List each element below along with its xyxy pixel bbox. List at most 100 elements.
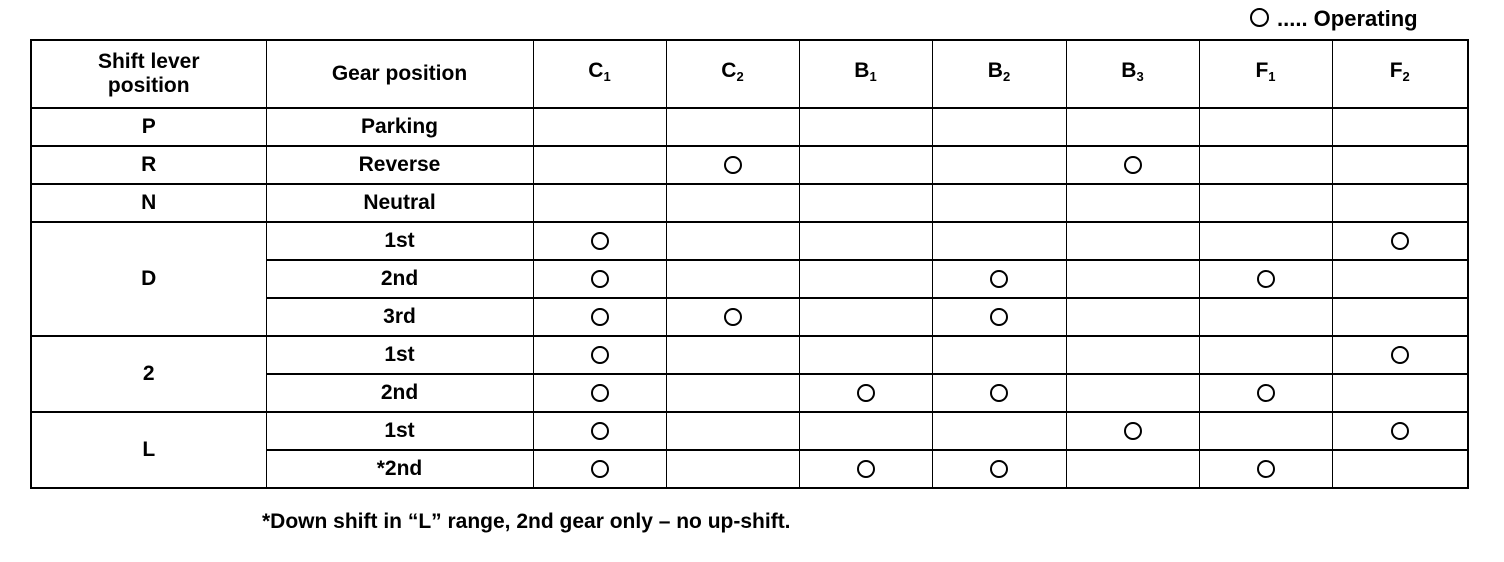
shift-lever-cell: N xyxy=(30,183,267,223)
operating-circle-icon xyxy=(990,270,1008,289)
element-cell xyxy=(665,411,800,451)
element-cell xyxy=(798,259,933,299)
element-subscript: 1 xyxy=(869,69,877,84)
element-subscript: 1 xyxy=(603,69,611,84)
element-letter: F xyxy=(1389,59,1403,82)
operating-circle-icon xyxy=(723,308,742,327)
gear-position-cell: 2nd xyxy=(265,259,534,299)
circle-icon xyxy=(1250,8,1269,27)
element-cell xyxy=(1331,373,1469,413)
operating-circle-icon xyxy=(1256,270,1275,289)
element-cell xyxy=(532,145,667,185)
element-cell xyxy=(798,107,933,147)
element-cell xyxy=(665,107,800,147)
element-cell xyxy=(1331,297,1469,337)
header-element-b3: B3 xyxy=(1065,39,1200,109)
table-row: 2 1st xyxy=(30,335,1469,413)
element-cell xyxy=(532,259,667,299)
operating-circle-icon xyxy=(1390,232,1409,251)
element-letter: C xyxy=(721,59,737,82)
operating-circle-icon xyxy=(590,422,609,441)
shift-lever-cell: D xyxy=(30,221,267,337)
element-cell xyxy=(1198,145,1333,185)
element-cell xyxy=(532,335,667,375)
element-cell xyxy=(1198,335,1333,375)
element-letter: B xyxy=(854,59,870,82)
table-row: *2nd xyxy=(31,449,1469,489)
element-cell xyxy=(1065,297,1200,337)
element-cell xyxy=(798,221,933,261)
footnote: *Down shift in “L” range, 2nd gear only … xyxy=(262,510,791,533)
element-cell xyxy=(931,183,1067,223)
operating-circle-icon xyxy=(1390,422,1409,441)
operating-circle-icon xyxy=(990,460,1008,479)
shift-lever-cell: 2 xyxy=(30,335,267,413)
element-cell xyxy=(1331,183,1469,223)
element-cell xyxy=(1331,259,1469,299)
legend-text: ..... Operating xyxy=(1277,6,1418,31)
element-cell xyxy=(1331,411,1469,451)
shift-operation-table: Shift lever position Gear position C1 C2 B… xyxy=(30,39,1469,489)
element-cell xyxy=(665,145,800,185)
element-cell xyxy=(931,221,1067,261)
element-cell xyxy=(798,373,933,413)
element-cell xyxy=(1331,145,1469,185)
gear-position-cell: 1st xyxy=(265,221,534,261)
element-cell xyxy=(1065,411,1200,451)
element-cell xyxy=(931,145,1067,185)
header-element-f2: F2 xyxy=(1331,39,1469,109)
element-cell xyxy=(798,297,933,337)
table-row: N Neutral xyxy=(30,183,1469,223)
element-cell xyxy=(1065,259,1200,299)
table-row: D 1st xyxy=(30,221,1469,337)
gear-position-cell: 1st xyxy=(265,411,534,451)
header-element-f1: F1 xyxy=(1198,39,1333,109)
element-cell xyxy=(665,221,800,261)
header-element-b2: B2 xyxy=(931,39,1067,109)
gear-position-cell: 1st xyxy=(265,335,534,375)
element-letter: B xyxy=(1121,59,1137,82)
element-cell xyxy=(798,335,933,375)
element-cell xyxy=(798,183,933,223)
element-subscript: 2 xyxy=(1002,69,1011,84)
element-cell xyxy=(1198,373,1333,413)
element-cell xyxy=(1065,373,1200,413)
element-cell xyxy=(798,449,933,489)
header-shift-lever: Shift lever position xyxy=(30,39,267,109)
element-cell xyxy=(532,373,667,413)
gear-position-cell: *2nd xyxy=(265,449,534,489)
element-subscript: 2 xyxy=(736,69,744,84)
element-cell xyxy=(1198,221,1333,261)
operating-circle-icon xyxy=(590,384,609,403)
shift-lever-cell: P xyxy=(30,107,267,147)
element-cell xyxy=(1331,221,1469,261)
shift-lever-cell: L xyxy=(30,411,267,489)
element-subscript: 3 xyxy=(1136,69,1144,84)
gear-position-cell: 3rd xyxy=(265,297,534,337)
table-row: 2nd xyxy=(31,373,1469,413)
operating-circle-icon xyxy=(990,308,1008,327)
operating-circle-icon xyxy=(590,308,609,327)
element-cell xyxy=(532,297,667,337)
element-cell xyxy=(665,449,800,489)
element-cell xyxy=(931,449,1067,489)
header-element-c2: C2 xyxy=(665,39,800,109)
operating-circle-icon xyxy=(1390,346,1409,365)
element-cell xyxy=(1331,335,1469,375)
header-element-c1: C1 xyxy=(532,39,667,109)
shift-lever-cell: R xyxy=(30,145,267,185)
operating-circle-icon xyxy=(1256,460,1275,479)
element-cell xyxy=(798,411,933,451)
legend: ..... Operating xyxy=(1250,6,1418,32)
operating-circle-icon xyxy=(856,384,875,403)
element-cell xyxy=(532,449,667,489)
element-cell xyxy=(798,145,933,185)
operating-circle-icon xyxy=(990,384,1008,403)
element-cell xyxy=(1198,411,1333,451)
element-cell xyxy=(1065,183,1200,223)
operating-circle-icon xyxy=(856,460,875,479)
header-gear-position: Gear position xyxy=(265,39,534,109)
operating-circle-icon xyxy=(1123,422,1142,441)
element-subscript: 2 xyxy=(1402,69,1410,84)
operating-circle-icon xyxy=(1256,384,1275,403)
